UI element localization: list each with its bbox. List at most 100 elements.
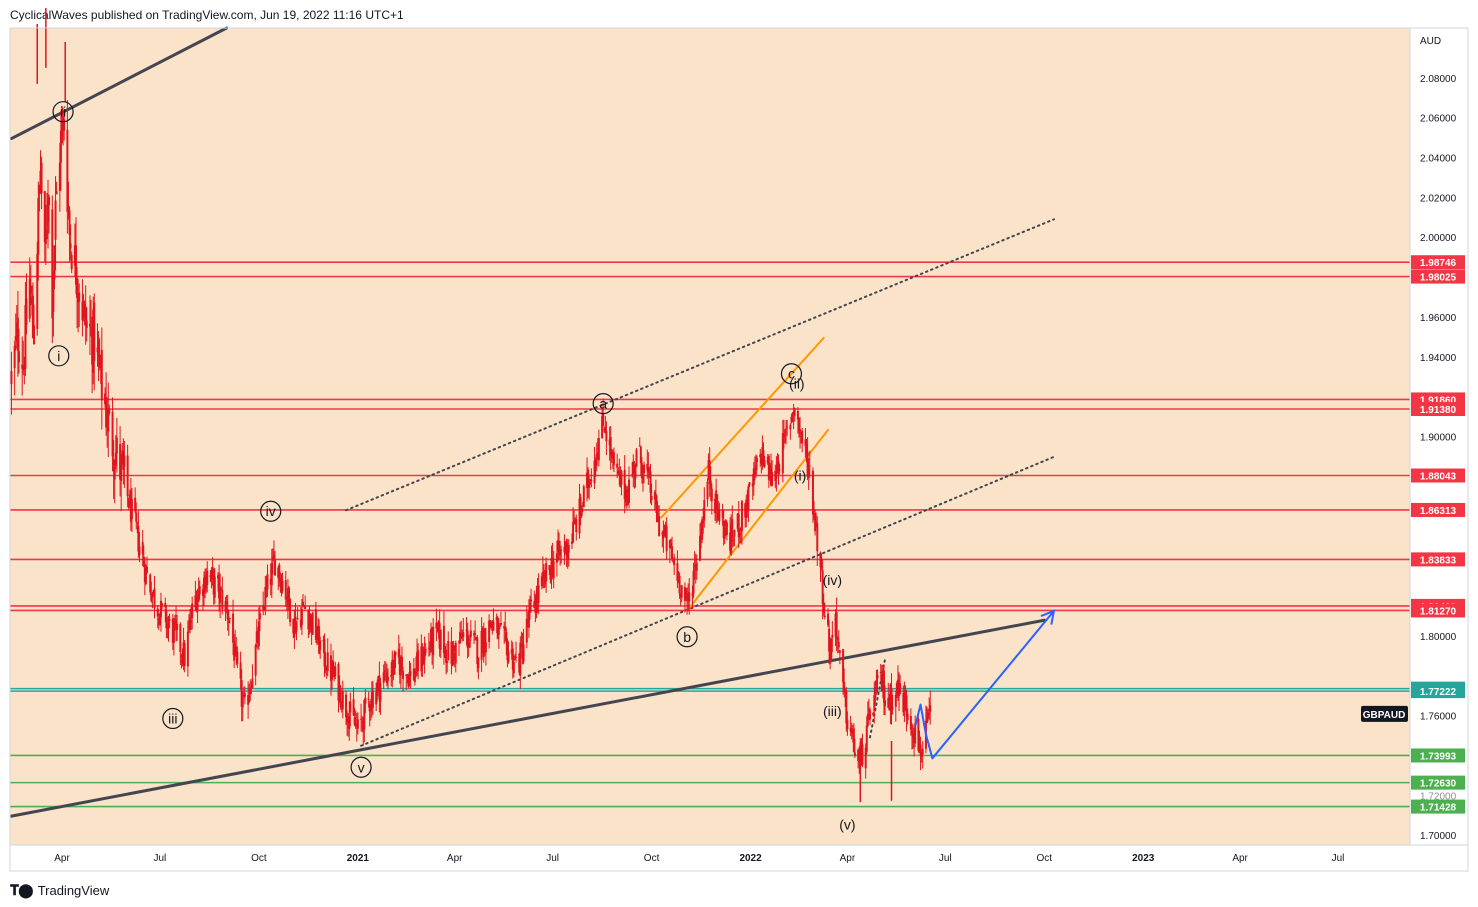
- candle-body: [438, 623, 441, 649]
- wave-label: (iii): [823, 703, 842, 719]
- candle-body: [383, 670, 386, 673]
- wave-label: (iv): [823, 572, 842, 588]
- candle-body: [339, 687, 342, 708]
- candle-body: [119, 444, 122, 480]
- candle-body: [857, 749, 860, 762]
- level-price-badge: [1411, 775, 1465, 790]
- candle-body: [669, 544, 672, 549]
- candle-body: [548, 565, 551, 571]
- candle-body: [881, 673, 884, 691]
- level-price-badge: [1411, 603, 1465, 618]
- candle-body: [685, 590, 688, 597]
- candle-body: [710, 488, 713, 502]
- level-price-label: 1.98746: [1420, 258, 1457, 269]
- candle-body: [212, 570, 215, 595]
- candle-body: [367, 698, 370, 700]
- candle-body: [492, 621, 495, 631]
- candle-body: [716, 494, 719, 510]
- candle-body: [377, 676, 380, 683]
- candle-body: [93, 302, 96, 362]
- candle-body: [608, 439, 611, 446]
- candle-body: [159, 600, 162, 618]
- candle-body: [195, 596, 198, 611]
- candle-body: [209, 575, 212, 578]
- candle-body: [589, 482, 592, 485]
- candle-body: [421, 649, 424, 666]
- level-price-badge: [1411, 552, 1465, 567]
- candle-body: [138, 546, 141, 556]
- candle-body: [38, 185, 41, 195]
- candle-body: [99, 355, 102, 364]
- candle-body: [363, 700, 366, 730]
- candle-body: [399, 657, 402, 676]
- level-price-badge: [1411, 402, 1465, 417]
- candle-body: [240, 679, 243, 707]
- candle-body: [112, 459, 115, 472]
- candle-body: [250, 688, 253, 690]
- candle-body: [879, 671, 882, 674]
- candle-body: [792, 411, 795, 414]
- candle-body: [115, 437, 118, 454]
- candle-body: [39, 170, 42, 185]
- candle-body: [21, 364, 24, 369]
- x-tick-label: Oct: [251, 853, 267, 864]
- candle-body: [288, 587, 291, 603]
- candle-body: [166, 624, 169, 629]
- candle-body: [427, 647, 430, 649]
- candle-body: [48, 197, 51, 205]
- candle-body: [400, 656, 403, 668]
- candle-body: [151, 592, 154, 598]
- candle-body: [632, 461, 635, 475]
- candle-body: [292, 618, 295, 634]
- candle-body: [759, 454, 762, 458]
- candle-body: [570, 541, 573, 544]
- candles: [10, 8, 932, 803]
- candle-body: [510, 649, 513, 654]
- candle-body: [51, 209, 54, 319]
- plot-background: [10, 28, 1410, 845]
- candle-body: [578, 498, 581, 534]
- y-tick-label: 1.72000: [1420, 792, 1457, 803]
- candle-body: [241, 698, 244, 708]
- wave-circle: [52, 101, 74, 123]
- candle-body: [43, 191, 46, 243]
- candle-body: [827, 613, 830, 626]
- candle-body: [91, 328, 94, 365]
- level-price-label: 1.91380: [1420, 405, 1457, 416]
- candle-body: [226, 609, 229, 620]
- candle-body: [424, 649, 427, 653]
- wave-circle: [260, 500, 282, 522]
- candle-body: [361, 721, 364, 723]
- candle-body: [198, 586, 201, 595]
- candle-body: [793, 408, 796, 417]
- candle-body: [867, 709, 870, 711]
- candle-body: [905, 695, 908, 717]
- candle-body: [661, 532, 664, 535]
- candle-body: [37, 198, 40, 255]
- candle-body: [436, 624, 439, 629]
- candle-body: [744, 503, 747, 518]
- trendline: [660, 336, 825, 519]
- dotted-trendline: [360, 455, 1055, 747]
- wave-circle: [350, 756, 372, 778]
- candle-body: [496, 618, 499, 639]
- candle-body: [595, 454, 598, 466]
- candle-body: [251, 678, 254, 688]
- candle-body: [420, 646, 423, 671]
- candle-body: [530, 599, 533, 602]
- candle-body: [593, 460, 596, 484]
- candle-body: [469, 630, 472, 638]
- candle-body: [304, 606, 307, 610]
- candle-body: [257, 621, 260, 647]
- candle-body: [657, 514, 660, 520]
- currency-label: AUD: [1420, 36, 1441, 47]
- candle-body: [345, 694, 348, 718]
- candle-body: [326, 652, 329, 672]
- candle-body: [804, 439, 807, 447]
- candle-body: [730, 523, 733, 554]
- candle-body: [655, 500, 658, 523]
- candle-body: [633, 465, 636, 475]
- candle-body: [722, 521, 725, 539]
- candle-body: [796, 410, 799, 420]
